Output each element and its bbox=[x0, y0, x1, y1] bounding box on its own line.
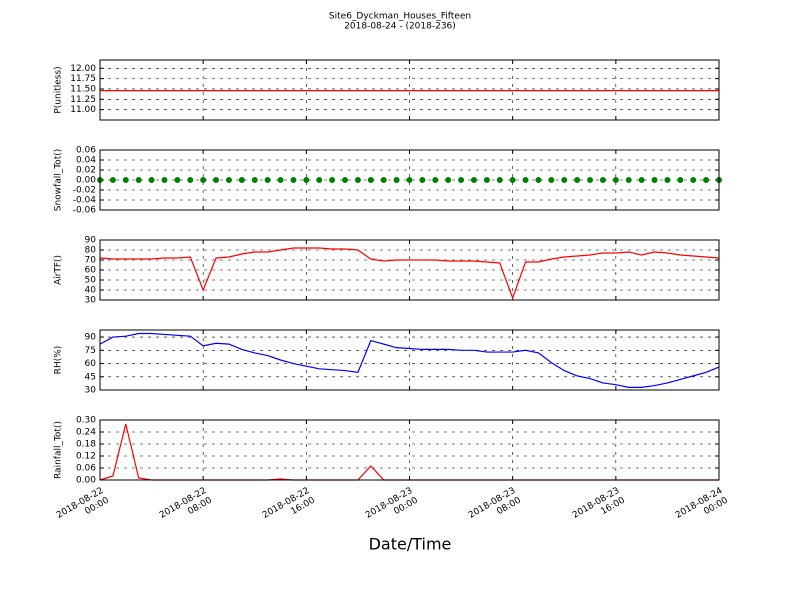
data-point bbox=[561, 177, 568, 183]
data-point bbox=[342, 177, 349, 183]
data-point bbox=[187, 177, 194, 183]
data-point bbox=[599, 177, 606, 183]
data-point bbox=[290, 177, 297, 183]
data-line bbox=[99, 247, 720, 300]
chart-title: Site6_Dyckman_Houses_Fifteen bbox=[329, 12, 471, 22]
data-point bbox=[213, 177, 220, 183]
data-point bbox=[548, 177, 555, 183]
y-tick-label: 11.25 bbox=[70, 95, 96, 105]
data-point bbox=[161, 177, 168, 183]
y-tick-label: 0.04 bbox=[76, 156, 96, 166]
data-point bbox=[354, 177, 361, 183]
plot-frame bbox=[99, 149, 720, 211]
data-point bbox=[122, 177, 129, 183]
data-point bbox=[587, 177, 594, 183]
y-tick-label: 90 bbox=[85, 236, 97, 246]
data-point bbox=[625, 177, 632, 183]
data-point bbox=[419, 177, 426, 183]
data-point bbox=[458, 177, 465, 183]
data-point bbox=[393, 177, 400, 183]
data-point bbox=[109, 177, 116, 183]
y-tick-label: 40 bbox=[85, 286, 97, 296]
data-point bbox=[470, 177, 477, 183]
y-tick-label: 0.24 bbox=[76, 428, 96, 438]
data-point bbox=[238, 177, 245, 183]
data-point bbox=[703, 177, 710, 183]
data-point bbox=[535, 177, 542, 183]
y-tick-label: 0.06 bbox=[76, 146, 96, 156]
y-tick-label: -0.04 bbox=[73, 196, 97, 206]
data-point bbox=[638, 177, 645, 183]
data-point bbox=[432, 177, 439, 183]
y-tick-label: -0.02 bbox=[73, 186, 96, 196]
data-point bbox=[664, 177, 671, 183]
y-tick-label: 0.18 bbox=[76, 440, 96, 450]
data-point bbox=[496, 177, 503, 183]
y-tick-label: 0.30 bbox=[76, 416, 96, 426]
y-tick-label: 70 bbox=[85, 256, 97, 266]
plot-frame bbox=[99, 419, 720, 481]
data-point bbox=[445, 177, 452, 183]
y-axis-label: Rainfall_Tot() bbox=[54, 421, 64, 479]
y-tick-label: 11.50 bbox=[70, 84, 96, 94]
data-point bbox=[225, 177, 232, 183]
data-point bbox=[406, 177, 413, 183]
y-tick-label: 90 bbox=[85, 333, 97, 343]
y-tick-label: 60 bbox=[85, 359, 97, 369]
data-point bbox=[677, 177, 684, 183]
y-tick-label: 30 bbox=[85, 296, 97, 306]
data-point bbox=[522, 177, 529, 183]
data-point bbox=[251, 177, 258, 183]
y-tick-label: 11.00 bbox=[70, 105, 96, 115]
data-point bbox=[651, 177, 658, 183]
y-tick-label: 50 bbox=[85, 276, 97, 286]
data-point bbox=[303, 177, 310, 183]
y-tick-label: 0.12 bbox=[76, 452, 96, 462]
plot-frame bbox=[99, 239, 720, 301]
y-axis-label: AirTF() bbox=[54, 255, 64, 285]
y-tick-label: 11.75 bbox=[70, 74, 96, 84]
data-point bbox=[277, 177, 284, 183]
chart-subtitle: 2018-08-24 - (2018-236) bbox=[344, 22, 456, 32]
y-tick-label: 60 bbox=[85, 266, 97, 276]
data-point bbox=[329, 177, 336, 183]
data-point bbox=[264, 177, 271, 183]
y-tick-label: 0.00 bbox=[76, 176, 96, 186]
data-point bbox=[612, 177, 619, 183]
y-tick-label: 30 bbox=[85, 386, 97, 396]
data-line bbox=[99, 332, 720, 388]
y-tick-label: 0.02 bbox=[76, 166, 96, 176]
y-tick-label: 0.00 bbox=[76, 476, 96, 486]
y-axis-label: P(unitless) bbox=[54, 66, 64, 113]
data-point bbox=[380, 177, 387, 183]
y-tick-label: 12.00 bbox=[70, 64, 96, 74]
data-point bbox=[316, 177, 323, 183]
y-tick-label: -0.06 bbox=[73, 206, 97, 216]
plot-frame bbox=[99, 329, 720, 391]
plot-frame bbox=[99, 59, 720, 121]
y-tick-label: 75 bbox=[85, 346, 96, 356]
data-point bbox=[148, 177, 155, 183]
y-tick-label: 0.06 bbox=[76, 464, 96, 474]
y-axis-label: RH(%) bbox=[54, 346, 64, 375]
data-point bbox=[367, 177, 374, 183]
data-point bbox=[135, 177, 142, 183]
data-point bbox=[200, 177, 207, 183]
y-axis-label: Snowfall_Tot() bbox=[54, 149, 64, 212]
data-point bbox=[690, 177, 697, 183]
x-axis-label: Date/Time bbox=[369, 535, 452, 554]
data-point bbox=[174, 177, 181, 183]
y-tick-label: 80 bbox=[85, 246, 97, 256]
data-point bbox=[574, 177, 581, 183]
y-tick-label: 45 bbox=[85, 372, 96, 382]
data-point bbox=[509, 177, 516, 183]
data-point bbox=[483, 177, 490, 183]
